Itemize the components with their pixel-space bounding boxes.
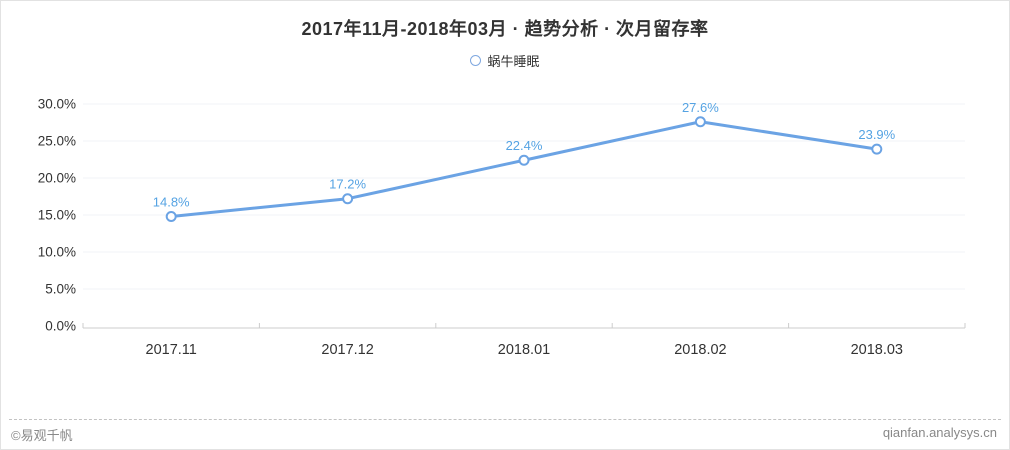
- legend-label: 蜗牛睡眠: [487, 54, 540, 69]
- data-point[interactable]: [165, 210, 177, 222]
- data-point-label: 14.8%: [153, 194, 190, 209]
- x-axis-label: 2018.01: [498, 342, 550, 358]
- data-point-label: 23.9%: [858, 127, 895, 142]
- data-point[interactable]: [518, 154, 530, 166]
- data-point-label: 17.2%: [329, 177, 366, 192]
- footer-copyright: ©易观千帆: [11, 428, 73, 443]
- series-line: [169, 120, 879, 218]
- data-point-label: 27.6%: [682, 100, 719, 115]
- y-axis-tick-label: 30.0%: [38, 97, 76, 112]
- y-axis-tick-label: 0.0%: [45, 319, 76, 334]
- data-point[interactable]: [342, 193, 354, 205]
- x-axis-label: 2017.11: [146, 342, 197, 358]
- x-axis-label: 2018.03: [851, 342, 903, 358]
- y-axis-tick-label: 20.0%: [38, 171, 76, 186]
- y-axis-tick-label: 10.0%: [38, 245, 76, 260]
- x-axis-label: 2017.12: [321, 342, 373, 358]
- data-point-label: 22.4%: [506, 138, 543, 153]
- y-axis-tick-label: 5.0%: [45, 282, 76, 297]
- legend-circle-icon: [470, 55, 482, 66]
- y-axis-tick-label: 25.0%: [38, 134, 76, 149]
- footer-site-link[interactable]: qianfan.analysys.cn: [882, 425, 997, 440]
- footer-divider: [9, 419, 1001, 420]
- plot-area: 0.0% 5.0% 10.0% 15.0% 20.0% 25.0% 30.0% 2017.11…: [38, 97, 966, 358]
- x-axis-label: 2018.02: [674, 342, 726, 358]
- y-axis-tick-label: 15.0%: [38, 208, 76, 223]
- data-point[interactable]: [694, 116, 706, 128]
- chart-title: 2017年11月-2018年03月 · 趋势分析 · 次月留存率: [301, 19, 709, 39]
- data-point[interactable]: [871, 143, 883, 155]
- legend-item-woniu[interactable]: 蜗牛睡眠: [1, 51, 1009, 70]
